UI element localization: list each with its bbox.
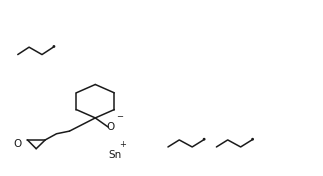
Circle shape [252,139,253,140]
Text: O: O [14,139,22,149]
Circle shape [53,46,55,47]
Text: +: + [120,140,126,149]
Circle shape [203,139,205,140]
Text: Sn: Sn [108,150,121,160]
Text: O: O [107,122,115,132]
Text: −: − [116,112,123,121]
